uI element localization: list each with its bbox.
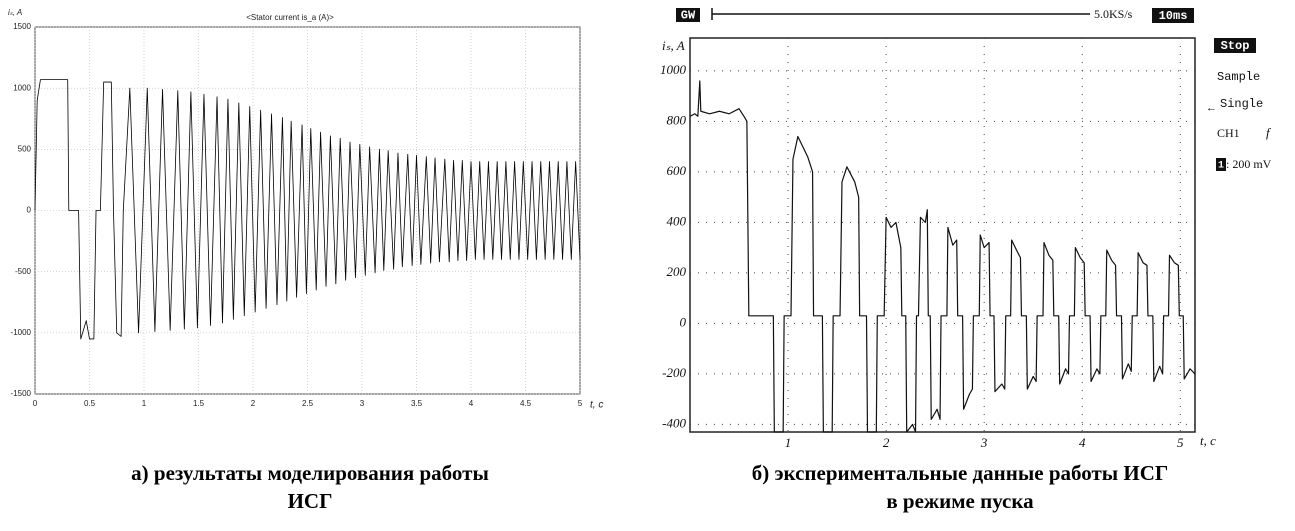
x-tick-label: 1 [785,435,792,450]
chart-title: <Stator current is_a (A)> [246,13,334,22]
x-tick-label: 1 [142,399,147,408]
figure: <Stator current is_a (A)> iₛ, A t, c GW … [0,0,1295,531]
y-tick-label: 0 [680,314,687,329]
x-tick-label: 2.5 [302,399,314,408]
y-tick-label: -1000 [11,328,32,337]
sample-rate: 5.0KS/s [1094,7,1133,21]
y-axis-label: iₛ, A [8,8,22,17]
x-tick-label: 4 [469,399,474,408]
x-tick-label: 3 [980,435,988,450]
brand: GW [681,9,696,23]
y-tick-label: -1500 [11,389,32,398]
x-tick-label: 5 [578,399,583,408]
x-tick-label: 3 [360,399,365,408]
y-tick-label: 0 [27,206,32,215]
arrow: ← [1208,103,1215,115]
caption: б) экспериментальные данные работы ИСГ [752,461,1169,485]
y-tick-label: 600 [667,163,687,178]
caption: в режиме пуска [886,489,1034,513]
volts-per-div: : 200 mV [1226,157,1272,171]
y-tick-label: 500 [18,144,32,153]
y-tick-label: 1500 [13,22,31,31]
y-tick-label: 1000 [660,62,687,77]
acq-mode: Sample [1217,70,1260,84]
x-axis-label: t, c [590,400,603,411]
x-tick-label: 4.5 [520,399,532,408]
x-axis-label: t, c [1200,433,1216,448]
timebase: 10ms [1159,9,1188,23]
slope: f [1266,125,1272,140]
y-tick-label: -200 [662,365,686,380]
caption: а) результаты моделирования работы [131,461,489,485]
caption: ИСГ [288,489,333,513]
x-tick-label: 5 [1177,435,1184,450]
current-trace [690,81,1195,432]
channel-number: 1 [1218,161,1224,172]
x-tick-label: 1.5 [193,399,205,408]
y-tick-label: 200 [667,264,687,279]
y-tick-label: 800 [667,112,687,127]
y-tick-label: -400 [662,415,686,430]
state: Stop [1221,39,1250,53]
y-tick-label: 1000 [13,83,31,92]
y-tick-label: -500 [15,267,32,276]
channel: CH1 [1217,126,1240,140]
y-tick-label: 400 [667,213,687,228]
x-tick-label: 4 [1079,435,1086,450]
trigger-mode: Single [1220,97,1263,111]
x-tick-label: 0.5 [84,399,96,408]
x-tick-label: 3.5 [411,399,423,408]
y-axis-label: iₛ, A [662,38,685,53]
plot-frame [690,38,1195,432]
x-tick-label: 2 [883,435,890,450]
x-tick-label: 2 [251,399,256,408]
x-tick-label: 0 [33,399,38,408]
